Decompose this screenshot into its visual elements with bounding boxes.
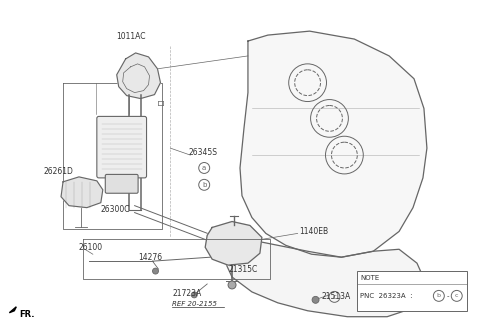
Text: NOTE: NOTE xyxy=(360,275,380,281)
Text: -: - xyxy=(447,293,449,299)
Text: 26345S: 26345S xyxy=(188,148,217,156)
Text: REF 20-2155: REF 20-2155 xyxy=(172,301,217,307)
FancyBboxPatch shape xyxy=(105,174,138,193)
Circle shape xyxy=(228,281,236,289)
Circle shape xyxy=(153,268,158,274)
Text: b: b xyxy=(437,293,441,298)
Text: 21315C: 21315C xyxy=(228,265,257,274)
Text: 21513A: 21513A xyxy=(322,292,351,301)
Text: 1011AC: 1011AC xyxy=(116,31,145,41)
Polygon shape xyxy=(117,53,160,98)
Circle shape xyxy=(312,297,319,303)
FancyBboxPatch shape xyxy=(97,116,146,178)
Text: a: a xyxy=(202,165,206,171)
Text: c: c xyxy=(455,293,458,298)
Text: 14276: 14276 xyxy=(139,253,163,262)
Text: 1140EB: 1140EB xyxy=(300,227,329,236)
Text: FR.: FR. xyxy=(19,310,35,319)
Polygon shape xyxy=(9,307,16,313)
Text: 26261D: 26261D xyxy=(43,167,73,176)
Text: c: c xyxy=(333,294,336,300)
Polygon shape xyxy=(61,177,103,208)
Text: 26100: 26100 xyxy=(79,243,103,252)
Text: 26300C: 26300C xyxy=(101,205,130,214)
Polygon shape xyxy=(205,221,262,265)
Text: b: b xyxy=(202,182,206,188)
FancyBboxPatch shape xyxy=(357,271,467,311)
Text: 21723A: 21723A xyxy=(172,289,202,298)
Circle shape xyxy=(192,292,197,298)
Text: PNC  26323A  :: PNC 26323A : xyxy=(360,293,413,299)
Polygon shape xyxy=(226,241,425,317)
Polygon shape xyxy=(240,31,427,257)
